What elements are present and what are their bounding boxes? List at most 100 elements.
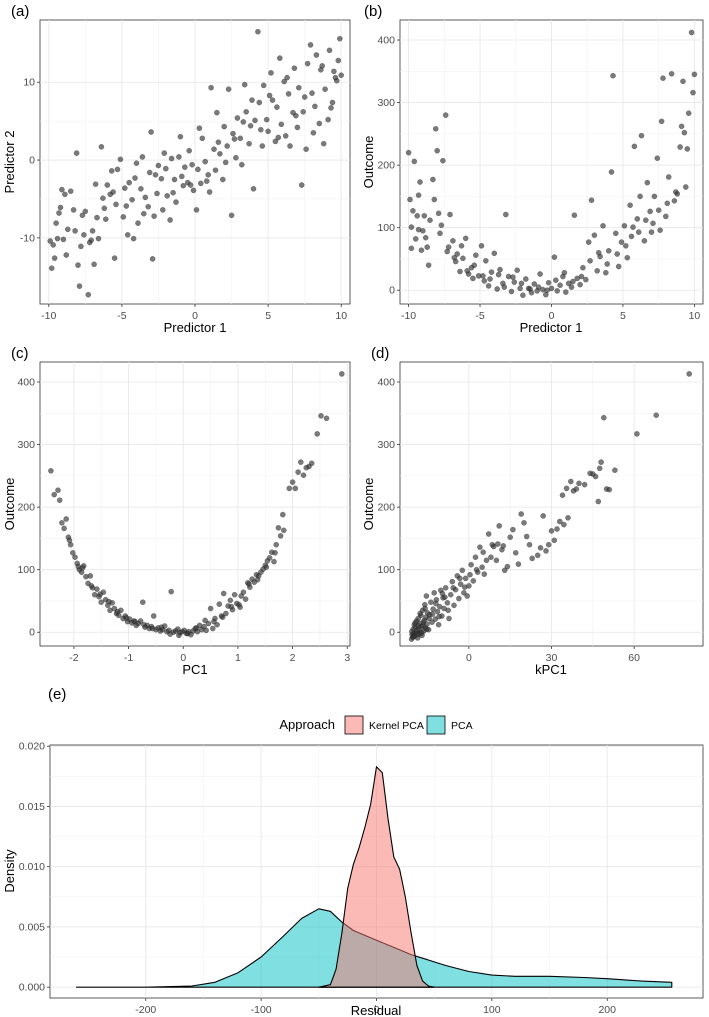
data-point [292,485,299,492]
data-point [544,287,551,294]
data-point [473,566,480,573]
x-tick-label: 10 [335,310,347,322]
data-point [559,492,566,499]
data-point [488,269,495,275]
x-tick-label: 30 [546,652,558,664]
data-point [571,212,578,218]
data-point [445,244,452,250]
data-point [273,541,280,548]
data-point [591,232,598,238]
data-point [534,552,541,559]
data-point [274,104,280,110]
data-point [576,480,582,487]
panel-c-x-ticks: -2 -1 0 1 2 3 [69,646,350,664]
data-point [595,498,602,505]
data-point [293,112,299,119]
data-point [168,155,175,162]
data-point [312,103,318,110]
data-point [78,243,84,250]
data-point [690,89,696,96]
data-point [88,237,94,243]
data-point [685,110,692,116]
legend-title: Approach [279,717,335,732]
data-point [634,431,640,437]
data-point [551,537,558,544]
x-tick-label: 0 [180,652,186,664]
data-point [280,527,287,534]
data-point [313,52,320,58]
data-point [514,267,521,274]
data-point [612,467,618,474]
data-point [588,197,595,203]
data-point [92,181,99,187]
data-point [481,278,488,284]
data-point [170,189,176,196]
x-tick-label: 0 [549,310,555,322]
data-point [114,166,121,173]
data-point [263,564,270,571]
data-point [202,617,208,624]
legend: Approach Kernel PCA PCA [279,715,473,735]
data-point [634,216,641,222]
data-point [489,541,496,548]
data-point [282,133,289,139]
data-point [123,615,130,621]
x-tick-label: -200 [135,1004,156,1016]
panel-e-density-areas [75,766,673,988]
panel-d-y-axis-label: Outcome [361,478,376,531]
x-tick-label: -5 [475,310,484,322]
data-point [89,228,96,234]
panel-b-x-axis-label: Predictor 1 [520,320,583,335]
data-point [227,597,234,604]
data-point [167,631,173,637]
data-point [70,207,77,213]
data-point [287,143,293,149]
data-point [651,193,658,200]
data-point [618,239,625,245]
data-point [561,269,568,276]
data-point [242,596,249,602]
data-point [648,229,655,235]
data-point [553,277,559,284]
data-point [277,533,284,539]
data-point [85,291,92,298]
data-point [323,415,330,422]
data-point [420,227,426,234]
y-tick-label: 10 [23,77,35,89]
data-point [467,571,473,578]
data-point [504,563,511,570]
data-point [177,133,184,140]
data-point [79,212,86,219]
data-point [563,485,570,492]
data-point [483,557,490,564]
y-tick-label: 300 [17,439,35,451]
data-point [630,224,636,230]
data-point [468,561,474,568]
data-point [82,208,89,215]
data-point [94,214,100,221]
data-point [297,459,304,465]
data-point [228,603,235,610]
data-point [450,237,456,244]
data-point [193,625,200,631]
data-point [320,140,327,147]
data-point [487,276,493,282]
panel-c-points [48,371,345,639]
data-point [51,255,58,261]
data-point [87,573,94,579]
data-point [462,235,469,242]
data-point [491,250,498,257]
data-point [431,196,438,203]
data-point [485,531,492,537]
data-point [464,593,471,599]
data-point [677,144,683,150]
data-point [51,491,58,498]
data-point [482,257,489,264]
data-point [444,600,451,606]
data-point [173,199,179,205]
data-point [53,220,59,226]
data-point [265,128,271,135]
data-point [184,630,191,637]
